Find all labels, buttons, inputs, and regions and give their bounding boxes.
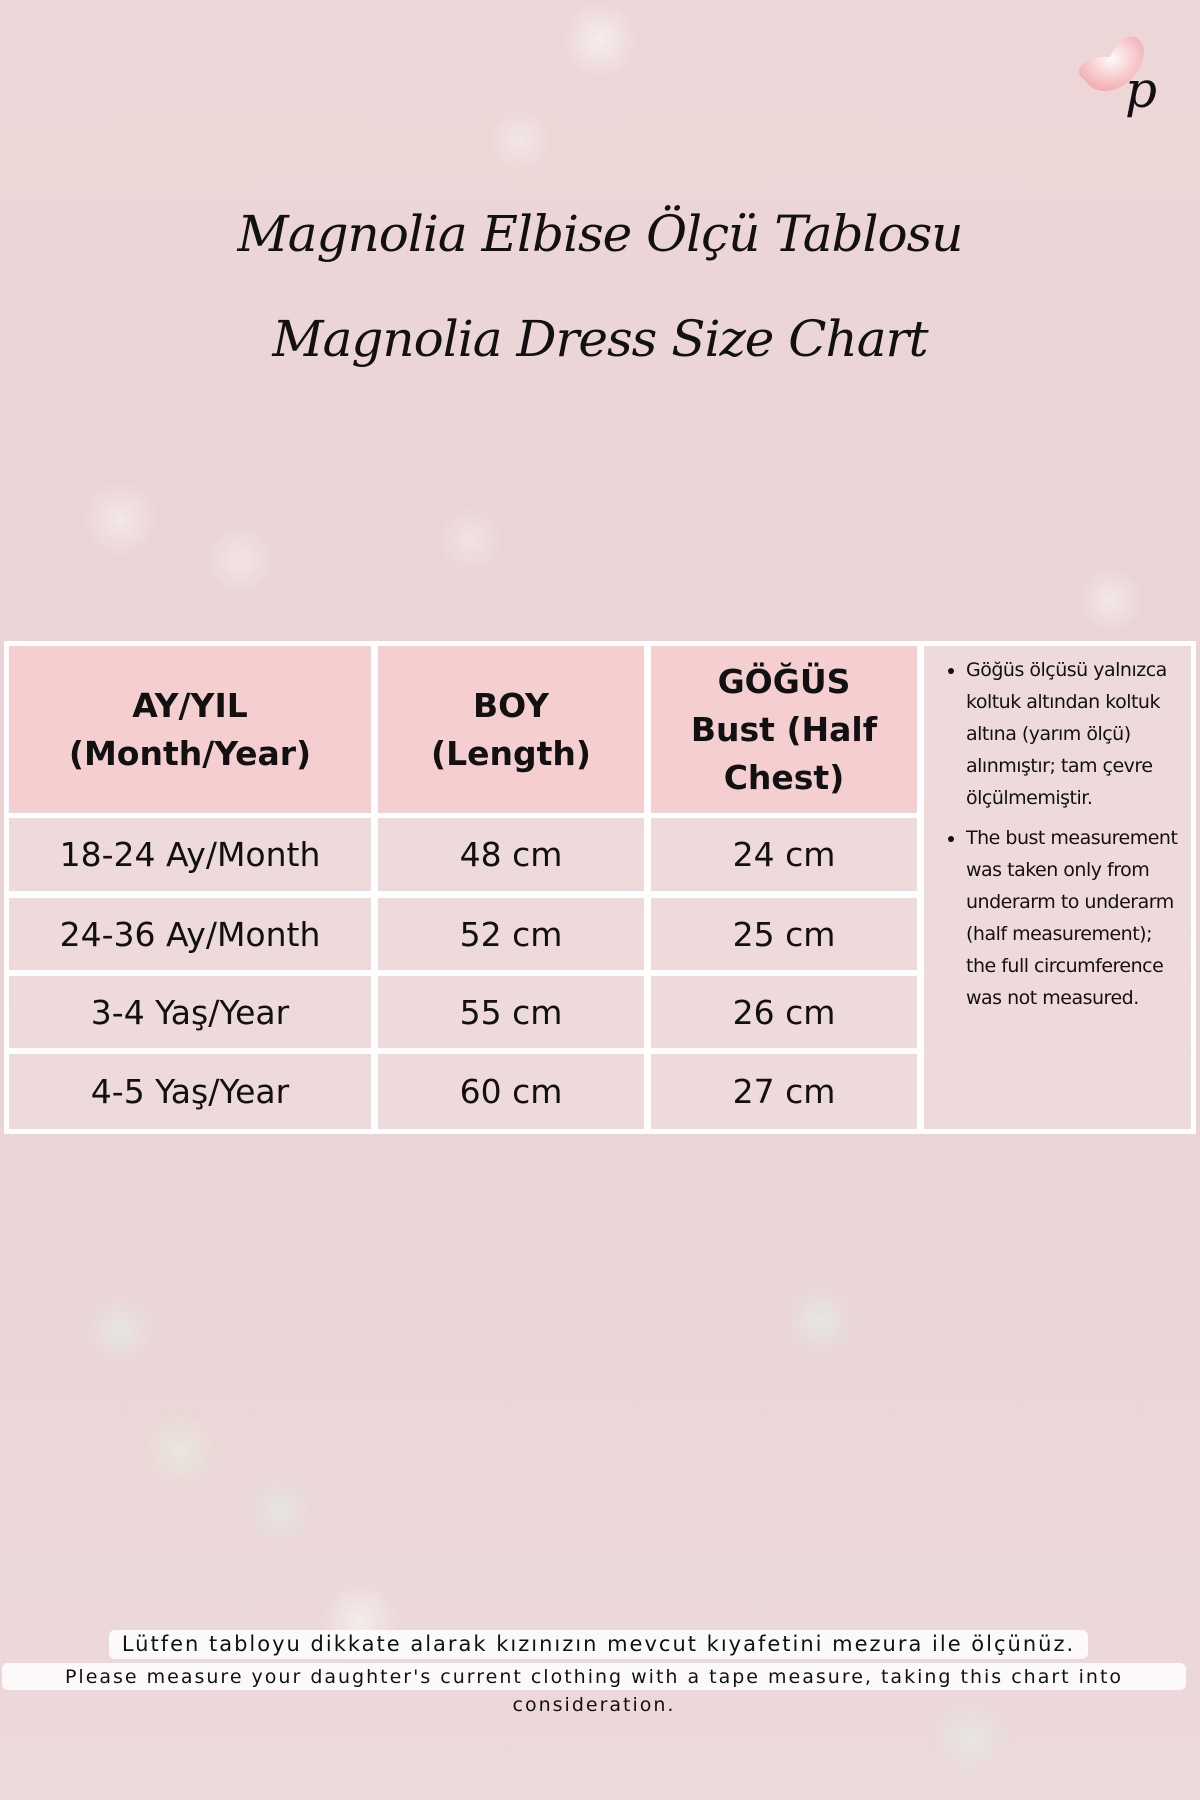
note-english: The bust measurement was taken only from…: [966, 822, 1181, 1014]
header-bust-en-2: Chest): [723, 757, 845, 797]
measurement-notes: Göğüs ölçüsü yalnızca koltuk altından ko…: [924, 646, 1191, 1129]
footer-instruction-turkish: Lütfen tabloyu dikkate alarak kızınızın …: [109, 1630, 1088, 1659]
logo-letter: p: [1125, 61, 1157, 119]
table-cell-length: 55 cm: [378, 976, 644, 1048]
header-age-en: (Month/Year): [68, 733, 312, 773]
header-bust-en: Bust (Half: [690, 709, 878, 749]
header-bust-tr: GÖĞÜS: [717, 661, 851, 701]
table-cell-length: 60 cm: [378, 1054, 644, 1129]
table-cell-bust: 25 cm: [651, 898, 917, 970]
table-cell-age: 4-5 Yaş/Year: [9, 1054, 371, 1129]
header-length-tr: BOY: [473, 685, 549, 725]
table-cell-age: 24-36 Ay/Month: [9, 898, 371, 970]
table-cell-bust: 24 cm: [651, 818, 917, 891]
table-cell-length: 52 cm: [378, 898, 644, 970]
table-cell-bust: 27 cm: [651, 1054, 917, 1129]
header-length-en: (Length): [431, 733, 591, 773]
table-cell-age: 3-4 Yaş/Year: [9, 976, 371, 1048]
header-age-tr: AY/YIL: [132, 685, 248, 725]
title-turkish: Magnolia Elbise Ölçü Tablosu: [237, 205, 964, 263]
header-bust: GÖĞÜS Bust (Half Chest): [651, 646, 917, 813]
title-english: Magnolia Dress Size Chart: [272, 310, 928, 368]
butterfly-icon: p: [1079, 36, 1157, 119]
table-cell-bust: 26 cm: [651, 976, 917, 1048]
table-cell-age: 18-24 Ay/Month: [9, 818, 371, 891]
note-turkish: Göğüs ölçüsü yalnızca koltuk altından ko…: [966, 654, 1181, 814]
brand-logo: p: [1065, 25, 1175, 120]
header-length: BOY (Length): [378, 646, 644, 813]
table-cell-length: 48 cm: [378, 818, 644, 891]
footer-instruction-english: Please measure your daughter's current c…: [2, 1663, 1186, 1716]
header-age: AY/YIL (Month/Year): [9, 646, 371, 813]
